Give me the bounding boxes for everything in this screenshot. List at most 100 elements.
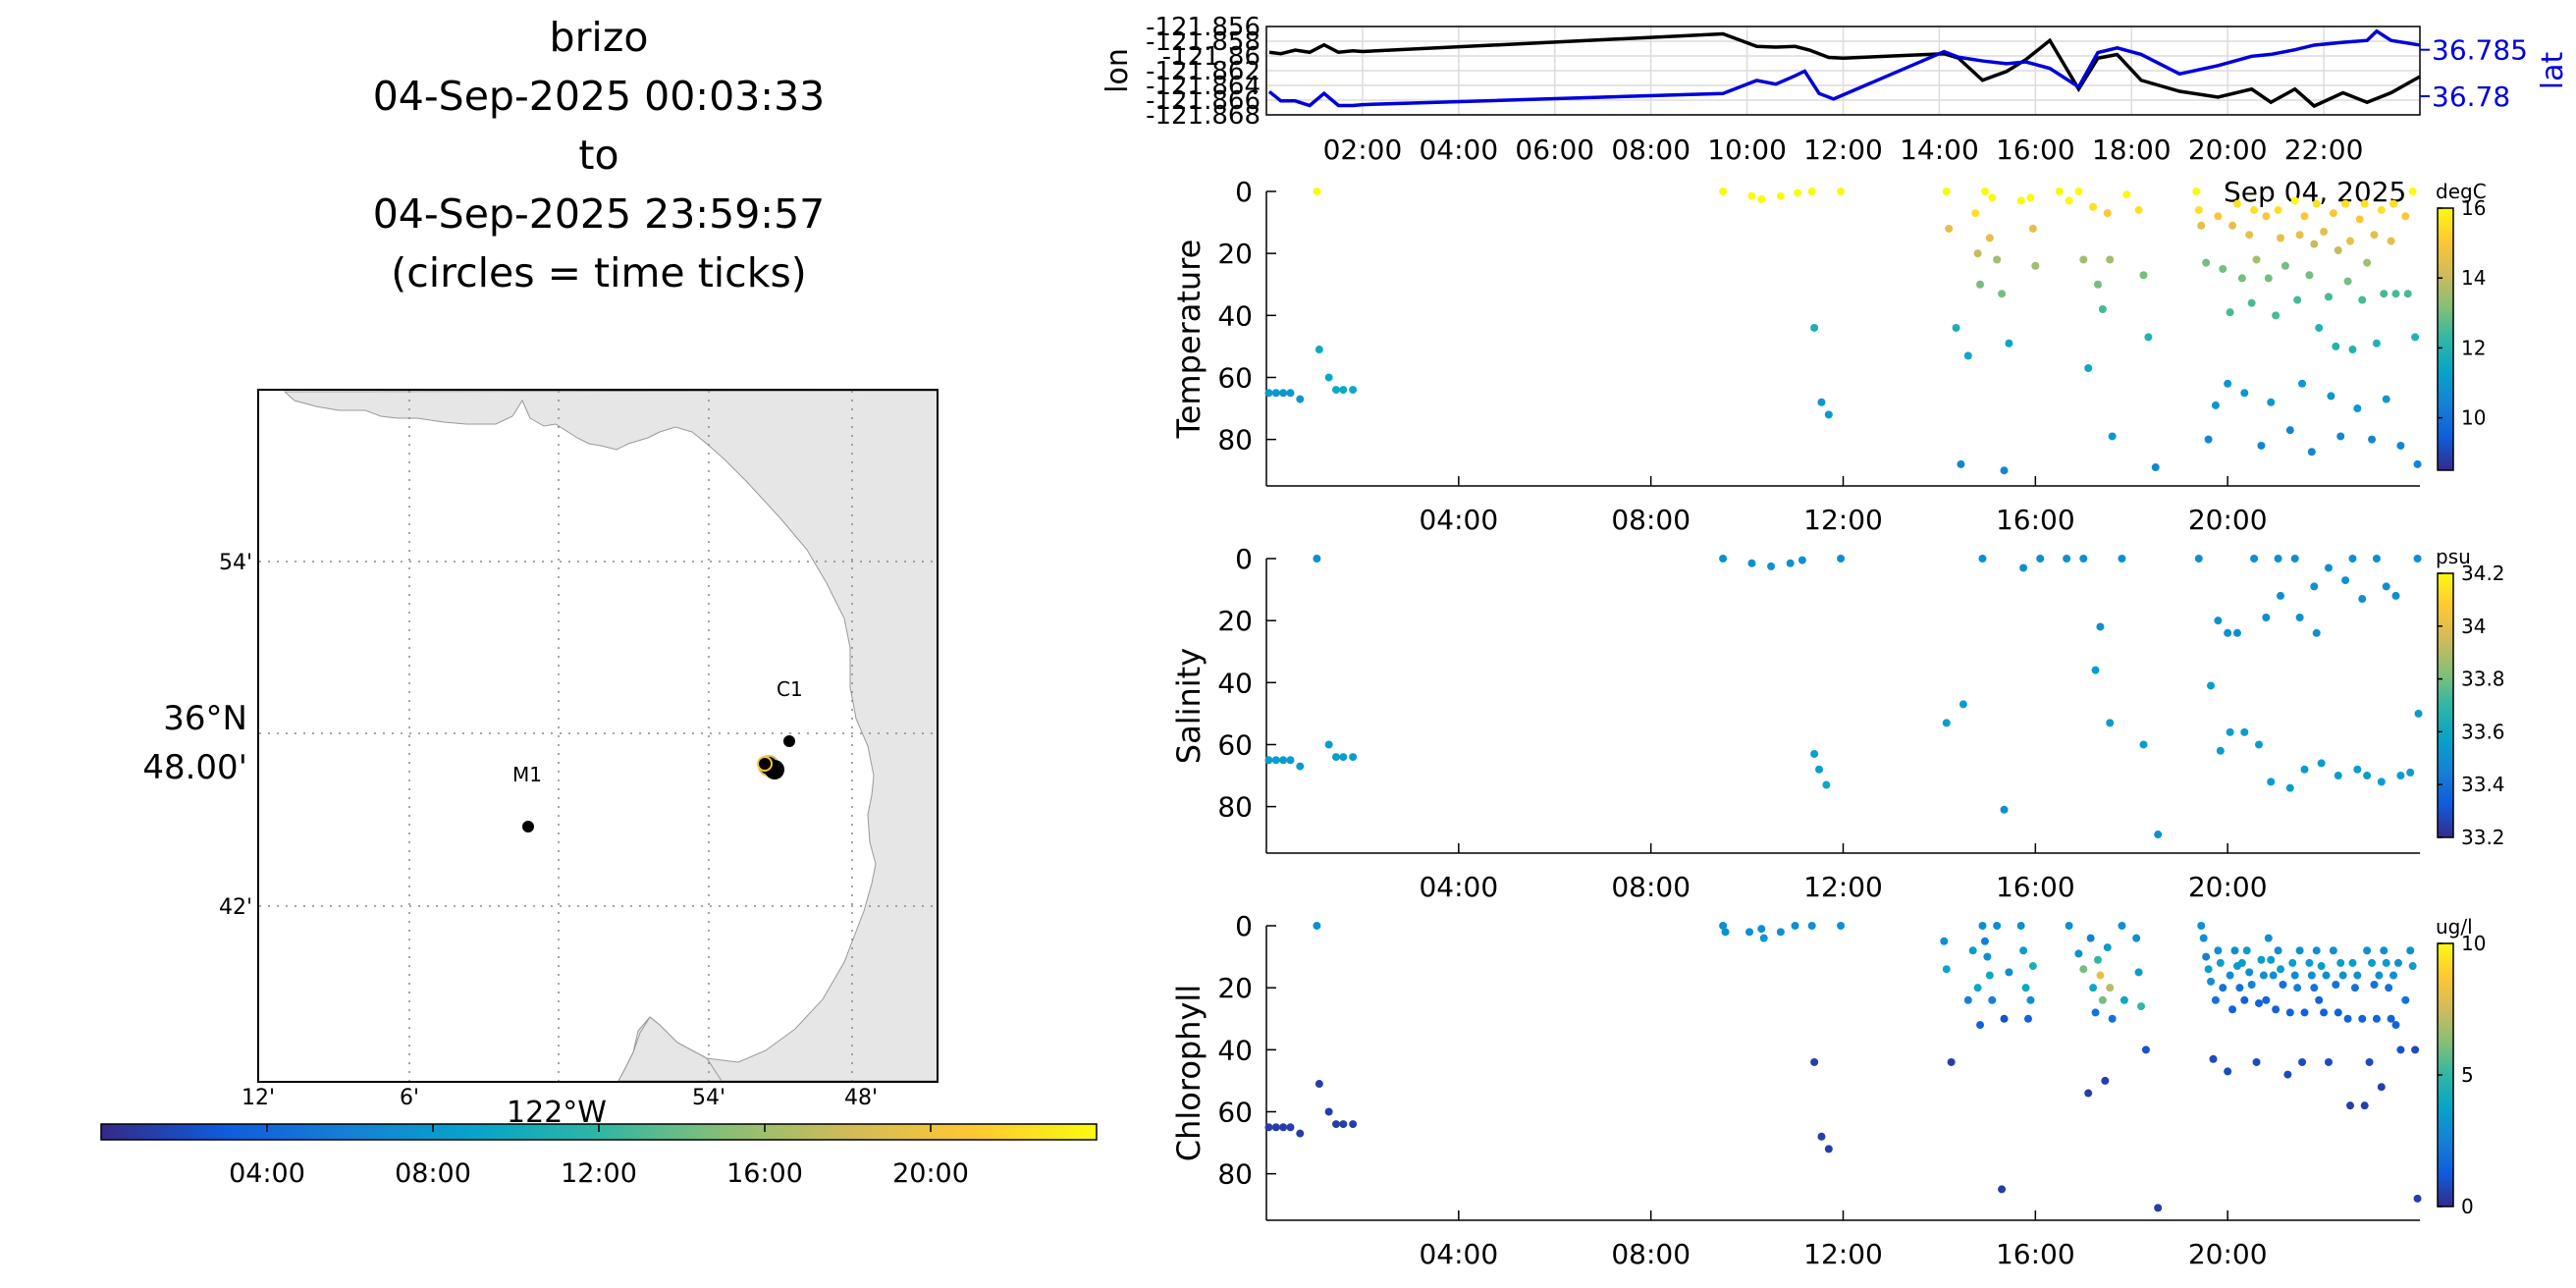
- y-tick-label: 0: [1235, 543, 1253, 575]
- position-time-tick: 08:00: [1611, 134, 1690, 166]
- data-point: [2000, 805, 2009, 814]
- data-point: [2207, 977, 2216, 986]
- data-point: [2259, 971, 2268, 980]
- data-point: [2315, 995, 2324, 1004]
- data-point: [2216, 746, 2225, 755]
- data-point: [2312, 946, 2321, 955]
- profile-panels: 0 20 40 60 80 04:00 08:00 12:00 16:00 20:00 Temper…: [1170, 176, 2505, 1270]
- data-point: [1331, 1120, 1340, 1129]
- x-tick-label: 16:00: [1996, 871, 2075, 903]
- y-tick-label: 20: [1217, 238, 1253, 270]
- data-point: [2074, 949, 2083, 958]
- colorbar-label: psu: [2436, 545, 2471, 568]
- data-point: [2336, 432, 2345, 441]
- data-point: [1963, 995, 1972, 1004]
- data-point: [2277, 965, 2285, 974]
- data-point: [2332, 342, 2340, 350]
- data-point: [2401, 212, 2410, 221]
- data-point: [2098, 305, 2107, 313]
- colorbar-tick-label: 12: [2461, 336, 2486, 359]
- y-tick-label: 80: [1217, 424, 1253, 456]
- data-point: [2257, 441, 2266, 450]
- data-point: [1776, 191, 1785, 200]
- data-point: [2139, 740, 2148, 749]
- map-lon-tick: 48': [844, 1086, 878, 1110]
- data-point: [2288, 958, 2297, 967]
- data-point: [2224, 628, 2232, 637]
- data-point: [1837, 188, 1846, 195]
- data-point: [2348, 346, 2357, 354]
- colorbar-label: ug/l: [2436, 915, 2473, 939]
- data-point: [2219, 984, 2227, 993]
- data-point: [2028, 962, 2037, 971]
- y-axis-label: Salinity: [1170, 648, 1208, 764]
- lon-series-line: [1268, 31, 2421, 109]
- data-point: [2240, 389, 2249, 398]
- data-point: [2079, 965, 2088, 974]
- x-tick-label: 12:00: [1803, 1238, 1883, 1270]
- data-point: [1331, 753, 1340, 762]
- to-label: to: [578, 132, 619, 179]
- data-point: [2089, 984, 2098, 993]
- data-point: [1745, 928, 1754, 937]
- data-point: [2240, 727, 2249, 736]
- data-point: [2310, 240, 2319, 248]
- colorbar-tick-label: 33.4: [2461, 773, 2505, 796]
- data-point: [2370, 231, 2379, 240]
- data-point: [2005, 968, 2013, 977]
- data-point: [2245, 231, 2254, 240]
- data-point: [2300, 765, 2309, 774]
- data-point: [1940, 937, 1949, 945]
- data-point: [2365, 1057, 2374, 1066]
- data-point: [2211, 401, 2220, 409]
- data-point: [2293, 295, 2302, 304]
- data-point: [2324, 564, 2333, 572]
- map-lon-tick: 54': [692, 1086, 725, 1110]
- data-point: [1279, 756, 1288, 765]
- data-point: [2106, 984, 2115, 993]
- data-point: [1980, 937, 1989, 945]
- data-point: [2074, 188, 2083, 195]
- data-point: [2363, 946, 2372, 955]
- map-graticule: [259, 391, 937, 1081]
- data-point: [2380, 290, 2388, 298]
- data-point: [1776, 928, 1785, 937]
- lon-tick-label: -121.858: [1146, 27, 1261, 57]
- data-point: [1983, 952, 1992, 961]
- data-point: [2232, 628, 2241, 637]
- data-point: [1957, 459, 1965, 468]
- data-point: [2408, 962, 2417, 971]
- data-point: [1286, 1123, 1295, 1132]
- data-point: [2293, 984, 2302, 993]
- data-point: [2240, 995, 2249, 1004]
- lat-tick-label: 36.78: [2432, 80, 2510, 113]
- data-point: [2028, 224, 2037, 233]
- data-point: [2346, 237, 2355, 245]
- data-point: [2317, 962, 2326, 971]
- data-point: [2122, 190, 2131, 199]
- y-tick-label: 40: [1217, 299, 1253, 332]
- data-point: [1810, 323, 1819, 332]
- position-time-tick: 04:00: [1419, 134, 1498, 166]
- data-point: [2411, 333, 2420, 342]
- x-tick-label: 16:00: [1996, 1238, 2075, 1270]
- data-point: [2016, 922, 2025, 930]
- data-point: [2355, 215, 2364, 224]
- data-point: [2228, 1005, 2237, 1014]
- data-point: [2250, 205, 2259, 214]
- data-point: [2252, 1057, 2261, 1066]
- end-time: 04-Sep-2025 23:59:57: [372, 190, 826, 238]
- data-point: [2360, 1101, 2369, 1110]
- data-point: [2063, 555, 2071, 563]
- x-tick-label: 20:00: [2188, 1238, 2268, 1270]
- lon-tick-label: -121.86: [1162, 42, 1261, 72]
- data-point: [2232, 199, 2241, 208]
- position-tick-labels: -121.856-121.858-121.86-121.862-121.864-…: [1146, 13, 2528, 166]
- temperature-panel: 0 20 40 60 80 04:00 08:00 12:00 16:00 20:00 Temper…: [1170, 176, 2487, 536]
- colorbar-tick-label: 5: [2461, 1063, 2474, 1087]
- data-point: [2262, 995, 2271, 1004]
- data-point: [2329, 209, 2337, 218]
- y-tick-label: 80: [1217, 791, 1253, 824]
- data-point: [2353, 404, 2362, 413]
- data-point: [2103, 209, 2112, 218]
